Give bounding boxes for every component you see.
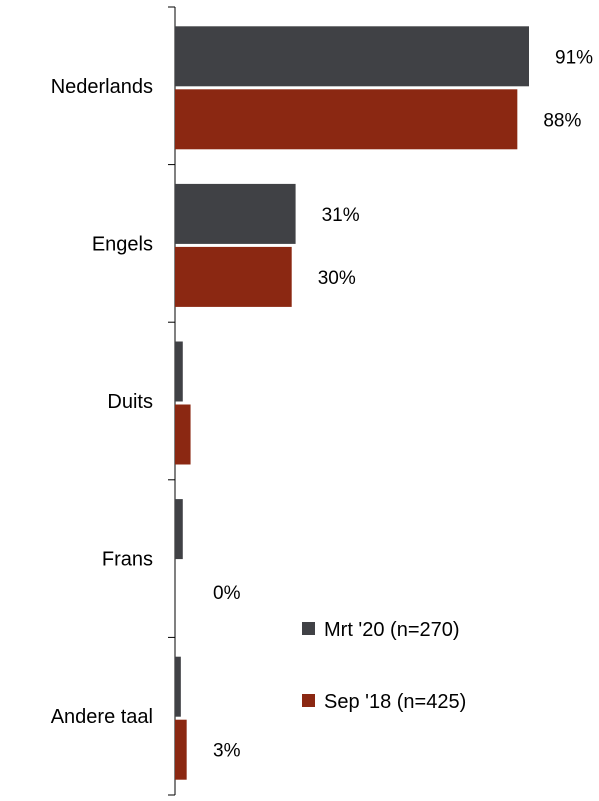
data-label: 91% [555,47,593,68]
value-labels: 91% 88% 31% 30% 0% 3% [213,47,593,761]
category-label: Duits [107,391,153,413]
bar [175,183,296,244]
bar [175,89,518,150]
bar [175,26,529,87]
category-label: Engels [92,233,153,255]
bar [175,341,183,402]
bars [175,26,529,780]
data-label: 88% [543,110,581,131]
category-labels: Nederlands Engels Duits Frans Andere taal [51,76,153,728]
bar [175,246,292,307]
data-label: 31% [322,205,360,226]
data-label: 3% [213,741,241,762]
legend-label: Sep '18 (n=425) [324,691,466,713]
data-label: 0% [213,583,241,604]
legend-label: Mrt '20 (n=270) [324,619,460,641]
legend-swatch [302,694,315,707]
category-label: Andere taal [51,706,153,728]
legend: Mrt '20 (n=270) Sep '18 (n=425) [302,619,466,713]
y-axis [168,6,176,796]
bar [175,404,191,465]
legend-swatch [302,622,315,635]
bar [175,656,181,717]
bar [175,499,183,560]
category-label: Nederlands [51,76,153,98]
bar [175,719,187,780]
category-label: Frans [102,549,153,571]
data-label: 30% [318,268,356,289]
